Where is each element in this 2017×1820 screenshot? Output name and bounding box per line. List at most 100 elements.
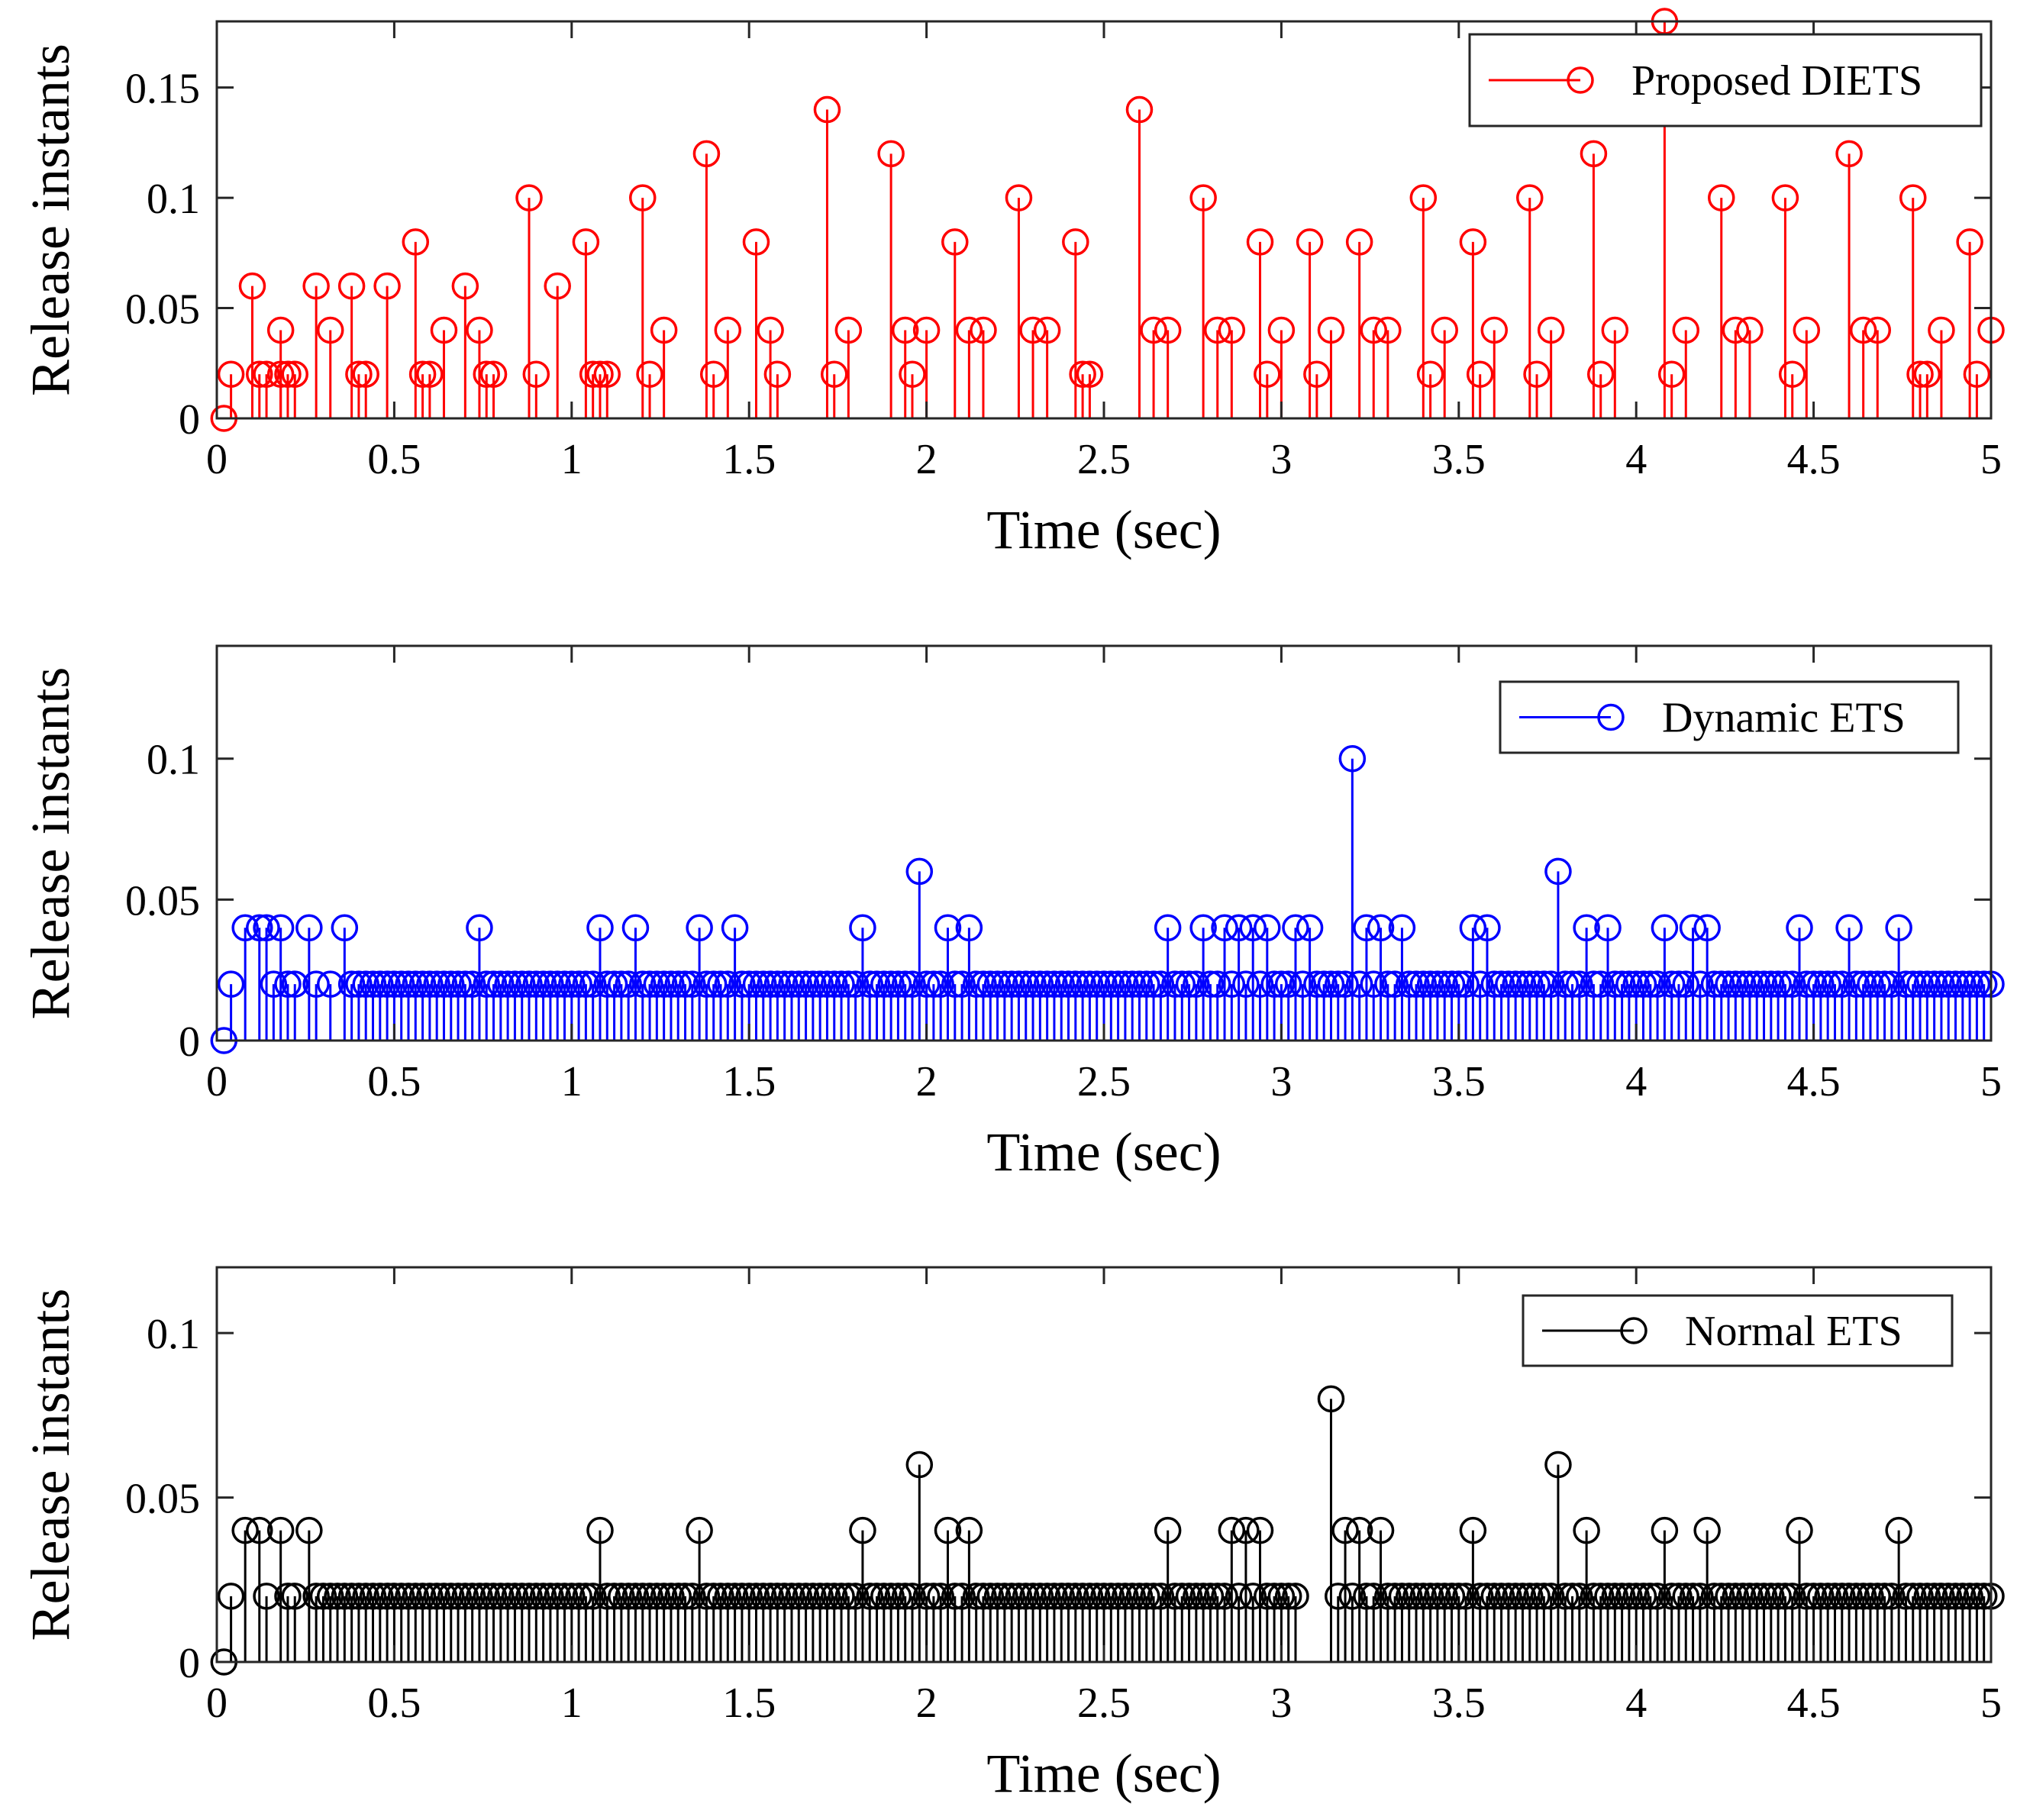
x-tick-label: 3.5 — [1432, 436, 1486, 483]
stem-marker — [479, 1583, 508, 1610]
stem-marker — [1516, 184, 1544, 211]
x-tick-label: 2.5 — [1077, 436, 1131, 483]
x-tick-label: 0.5 — [367, 436, 421, 483]
stem-marker — [1672, 316, 1700, 344]
stem-marker — [636, 970, 663, 998]
stem-marker — [1296, 228, 1324, 256]
stem-marker — [1502, 1583, 1529, 1610]
stem-marker — [1970, 1583, 1998, 1610]
stem-marker — [444, 1583, 472, 1610]
stem-marker — [600, 970, 628, 998]
stem-marker — [593, 1583, 621, 1610]
x-tick-label: 3 — [1270, 1058, 1292, 1105]
stem-marker — [1778, 1583, 1806, 1610]
x-tick-label: 0 — [206, 436, 228, 483]
stem-marker — [1786, 914, 1813, 942]
stem-marker — [1438, 970, 1466, 998]
stem-marker — [1239, 1583, 1267, 1610]
stem-marker — [373, 272, 401, 300]
stem-marker — [1743, 970, 1770, 998]
stem-marker — [266, 360, 295, 388]
stem-marker — [579, 1583, 607, 1610]
stem-marker — [856, 970, 883, 998]
stem-marker — [1445, 970, 1473, 998]
stem-marker — [1580, 140, 1608, 168]
stem-marker — [373, 970, 401, 998]
stem-marker — [1232, 1516, 1260, 1544]
stem-marker — [643, 970, 671, 998]
stem-marker — [1835, 914, 1863, 942]
stem-marker — [821, 970, 848, 998]
stem-marker — [1566, 970, 1593, 998]
stem-marker — [352, 360, 379, 388]
stem-marker — [1941, 970, 1970, 998]
stem-marker — [728, 1583, 756, 1610]
stem-marker — [806, 970, 834, 998]
stem-marker — [629, 1583, 657, 1610]
stem-marker — [466, 1583, 493, 1610]
stem-marker — [1778, 970, 1806, 998]
stem-marker — [1317, 316, 1345, 344]
stem-marker — [238, 272, 266, 300]
stem-marker — [1225, 914, 1253, 942]
stem-marker — [473, 970, 500, 998]
stem-marker — [1644, 970, 1671, 998]
stem-marker — [1012, 970, 1040, 998]
stem-marker — [1118, 970, 1146, 998]
stem-marker — [1260, 970, 1288, 998]
stem-marker — [1374, 970, 1402, 998]
stem-marker — [856, 1583, 883, 1610]
stem-marker — [1906, 970, 1934, 998]
stem-marker — [281, 1583, 309, 1610]
stem-marker — [1289, 970, 1317, 998]
stem-marker — [1203, 970, 1231, 998]
stem-marker — [1835, 1583, 1863, 1610]
stem-marker — [1254, 914, 1281, 942]
stem-marker — [920, 1583, 947, 1610]
stem-marker — [1771, 184, 1799, 211]
stem-marker — [1573, 914, 1600, 942]
stem-marker — [1310, 970, 1338, 998]
stem-marker — [1629, 1583, 1657, 1610]
stem-marker — [1764, 970, 1792, 998]
stem-marker — [1480, 316, 1509, 344]
stem-marker — [891, 316, 919, 344]
stem-marker — [579, 970, 607, 998]
stem-marker — [707, 1583, 734, 1610]
stem-marker — [1665, 970, 1693, 998]
stem-marker — [217, 360, 245, 388]
stem-marker — [629, 970, 657, 998]
stem-marker — [1693, 1516, 1721, 1544]
stem-marker — [501, 1583, 529, 1610]
stem-marker — [529, 1583, 557, 1610]
stem-marker — [1651, 1516, 1679, 1544]
stem-marker — [1033, 316, 1061, 344]
stem-marker — [692, 1583, 721, 1610]
stem-marker — [423, 970, 450, 998]
x-tick-label: 1.5 — [722, 436, 776, 483]
stem-marker — [799, 1583, 827, 1610]
stem-marker — [1537, 1583, 1565, 1610]
stem-marker — [884, 1583, 912, 1610]
stem-marker — [1112, 970, 1139, 998]
stem-marker — [998, 970, 1025, 998]
y-axis-label: Release instants — [20, 667, 81, 1020]
stem-marker — [699, 970, 728, 998]
stem-marker — [1317, 970, 1345, 998]
stem-marker — [416, 970, 444, 998]
stem-marker — [1495, 1583, 1522, 1610]
stem-marker — [920, 970, 947, 998]
stem-marker — [905, 857, 934, 886]
stem-marker — [1906, 360, 1934, 388]
stem-marker — [1928, 316, 1955, 344]
stem-marker — [1062, 970, 1089, 998]
stem-marker — [253, 360, 280, 388]
stem-marker — [1189, 184, 1217, 211]
stem-marker — [1239, 914, 1267, 942]
stem-marker — [1183, 970, 1210, 998]
stem-marker — [1509, 970, 1537, 998]
stem-marker — [955, 1516, 983, 1544]
stem-marker — [1282, 914, 1309, 942]
stem-marker — [650, 316, 678, 344]
stem-marker — [1367, 1516, 1395, 1544]
